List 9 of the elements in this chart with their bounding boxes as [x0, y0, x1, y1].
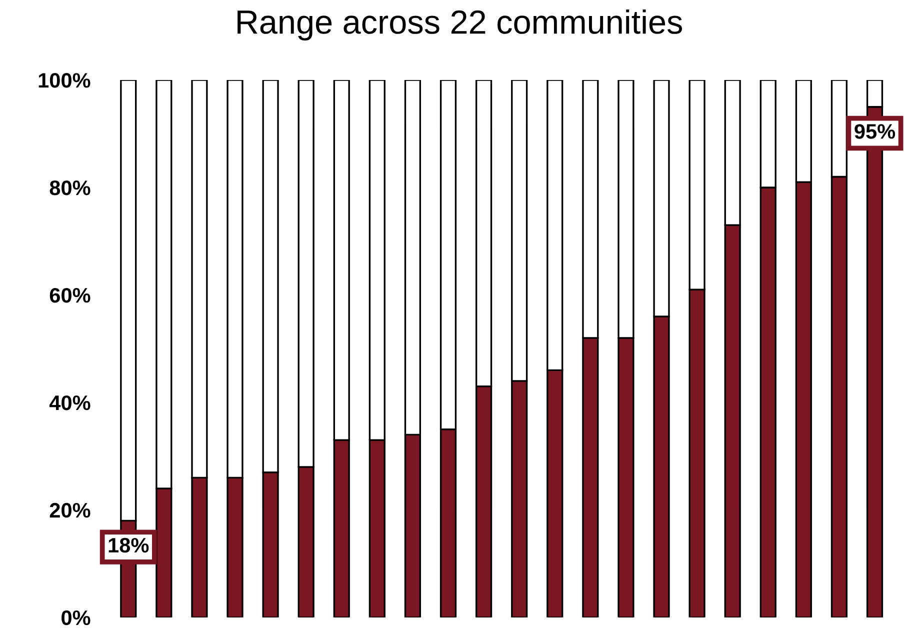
- y-tick-label: 0%: [62, 610, 90, 626]
- chart-title: Range across 22 communities: [238, 9, 682, 41]
- y-tick-label: 100%: [38, 73, 90, 88]
- y-tick-label: 20%: [50, 502, 90, 518]
- data-label: 18%: [108, 538, 149, 553]
- y-tick-label: 40%: [49, 395, 90, 410]
- data-label: 95%: [854, 124, 896, 139]
- y-tick-label: 80%: [50, 180, 90, 196]
- y-tick-label: 60%: [50, 288, 90, 303]
